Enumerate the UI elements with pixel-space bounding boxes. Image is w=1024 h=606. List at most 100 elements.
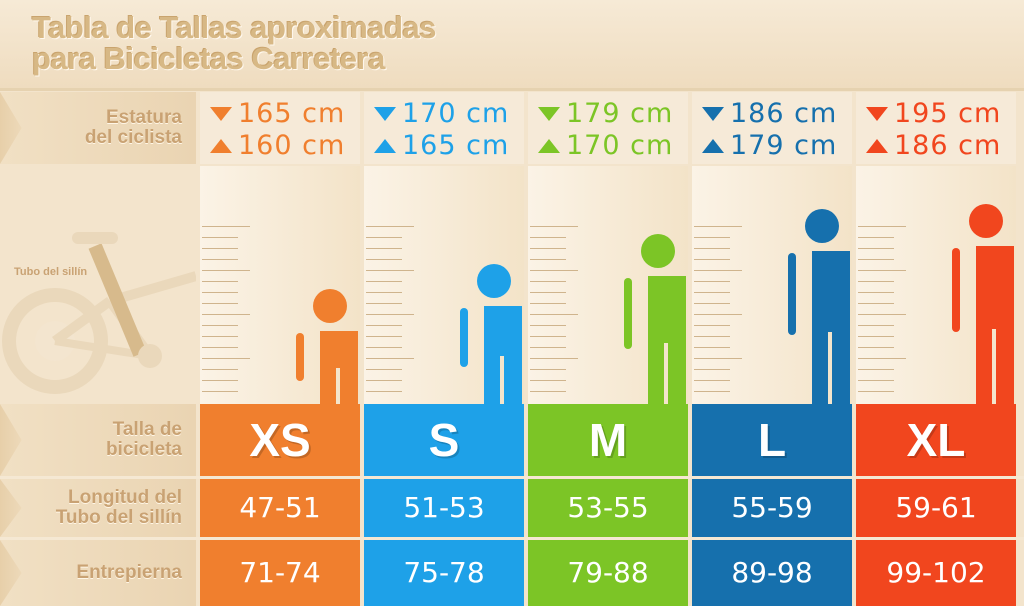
- ruler-tick: [858, 391, 894, 392]
- triangle-up-icon: [866, 139, 888, 153]
- seat-tube-value: 55-59: [692, 479, 852, 537]
- stature-min-value: 170 cm: [566, 130, 674, 161]
- row-label-size: Talla de bicicleta: [0, 404, 196, 476]
- row-label-inseam: Entrepierna: [0, 540, 196, 606]
- ruler-tick: [530, 336, 566, 337]
- ruler-tick: [530, 325, 566, 326]
- ruler-tick: [202, 259, 238, 260]
- ruler-tick: [858, 248, 894, 249]
- height-ruler: [858, 226, 906, 396]
- figure-panel: [528, 166, 688, 404]
- ruler-tick: [366, 336, 402, 337]
- ruler-tick: [694, 325, 730, 326]
- ruler-tick: [530, 391, 566, 392]
- ruler-tick: [858, 281, 894, 282]
- ruler-tick: [858, 336, 894, 337]
- ruler-tick: [694, 248, 730, 249]
- ruler-tick: [530, 347, 566, 348]
- stature-min: 160 cm: [210, 130, 345, 162]
- ruler-tick: [202, 391, 238, 392]
- ruler-tick: [202, 303, 238, 304]
- row-label-stature-line-1: Estatura: [105, 107, 182, 128]
- ruler-tick: [858, 303, 894, 304]
- ruler-tick: [366, 380, 402, 381]
- stature-max-value: 186 cm: [730, 98, 838, 129]
- ruler-tick: [202, 347, 238, 348]
- ruler-tick: [530, 303, 566, 304]
- ruler-tick: [202, 336, 238, 337]
- row-label-seat-line-1: Longitud del: [68, 487, 182, 508]
- seat-tube-value: 47-51: [200, 479, 360, 537]
- triangle-up-icon: [538, 139, 560, 153]
- ruler-tick: [858, 292, 894, 293]
- person-icon: [788, 209, 850, 404]
- ruler-tick: [366, 270, 414, 271]
- ruler-tick: [858, 369, 894, 370]
- stature-max: 179 cm: [538, 98, 673, 130]
- stature-min-value: 165 cm: [402, 130, 510, 161]
- seat-tube-value: 51-53: [364, 479, 524, 537]
- stature-max: 186 cm: [702, 98, 837, 130]
- stature-min: 165 cm: [374, 130, 509, 162]
- height-ruler: [202, 226, 250, 396]
- row-separator: [0, 476, 1024, 479]
- inseam-value: 99-102: [856, 540, 1016, 606]
- triangle-down-icon: [866, 107, 888, 121]
- triangle-up-icon: [210, 139, 232, 153]
- size-label: M: [528, 404, 688, 476]
- ruler-tick: [530, 248, 566, 249]
- ruler-tick: [366, 237, 402, 238]
- ruler-tick: [202, 237, 238, 238]
- stature-cell: 165 cm 160 cm: [200, 92, 360, 164]
- ruler-tick: [530, 281, 566, 282]
- ruler-tick: [858, 325, 894, 326]
- figure-panel: [364, 166, 524, 404]
- stature-max: 195 cm: [866, 98, 1001, 130]
- row-label-size-line-2: bicicleta: [105, 439, 182, 460]
- triangle-up-icon: [702, 139, 724, 153]
- row-separator: [0, 537, 1024, 540]
- title-band: Tabla de Tallas aproximadas para Bicicle…: [0, 0, 1024, 91]
- ruler-tick: [694, 259, 730, 260]
- ruler-tick: [530, 380, 566, 381]
- size-label: XL: [856, 404, 1016, 476]
- ruler-tick: [366, 314, 414, 315]
- ruler-tick: [202, 369, 238, 370]
- ruler-tick: [202, 270, 250, 271]
- ruler-tick: [366, 391, 402, 392]
- inseam-value: 79-88: [528, 540, 688, 606]
- triangle-up-icon: [374, 139, 396, 153]
- ruler-tick: [366, 281, 402, 282]
- figure-panel: [692, 166, 852, 404]
- size-label: S: [364, 404, 524, 476]
- ruler-tick: [858, 237, 894, 238]
- inseam-value: 75-78: [364, 540, 524, 606]
- ruler-tick: [694, 226, 742, 227]
- stature-cell: 186 cm 179 cm: [692, 92, 852, 164]
- ruler-tick: [694, 336, 730, 337]
- page-title: Tabla de Tallas aproximadas para Bicicle…: [32, 12, 437, 76]
- stature-max-value: 179 cm: [566, 98, 674, 129]
- triangle-down-icon: [702, 107, 724, 121]
- ruler-tick: [366, 325, 402, 326]
- stature-max-value: 170 cm: [402, 98, 510, 129]
- stature-min-value: 186 cm: [894, 130, 1002, 161]
- inseam-value: 71-74: [200, 540, 360, 606]
- ruler-tick: [366, 226, 414, 227]
- ruler-tick: [202, 281, 238, 282]
- height-ruler: [366, 226, 414, 396]
- ruler-tick: [694, 303, 730, 304]
- figure-panel: [200, 166, 360, 404]
- stature-max: 165 cm: [210, 98, 345, 130]
- seat-tube-value: 53-55: [528, 479, 688, 537]
- stature-cell: 195 cm 186 cm: [856, 92, 1016, 164]
- size-label: L: [692, 404, 852, 476]
- figure-panel: [856, 166, 1016, 404]
- ruler-tick: [858, 270, 906, 271]
- person-icon: [460, 264, 522, 404]
- ruler-tick: [858, 226, 906, 227]
- ruler-tick: [530, 237, 566, 238]
- inseam-value: 89-98: [692, 540, 852, 606]
- title-line-2: para Bicicletas Carretera: [32, 41, 385, 76]
- ruler-tick: [694, 281, 730, 282]
